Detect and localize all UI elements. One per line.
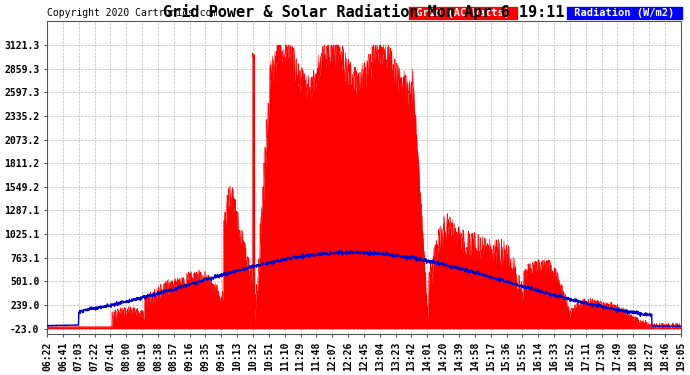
Text: Grid (AC Watts): Grid (AC Watts) xyxy=(410,8,516,18)
Text: Radiation (W/m2): Radiation (W/m2) xyxy=(569,8,681,18)
Text: Copyright 2020 Cartronics.com: Copyright 2020 Cartronics.com xyxy=(47,8,217,18)
Title: Grid Power & Solar Radiation Mon Apr 6 19:11: Grid Power & Solar Radiation Mon Apr 6 1… xyxy=(164,4,564,20)
